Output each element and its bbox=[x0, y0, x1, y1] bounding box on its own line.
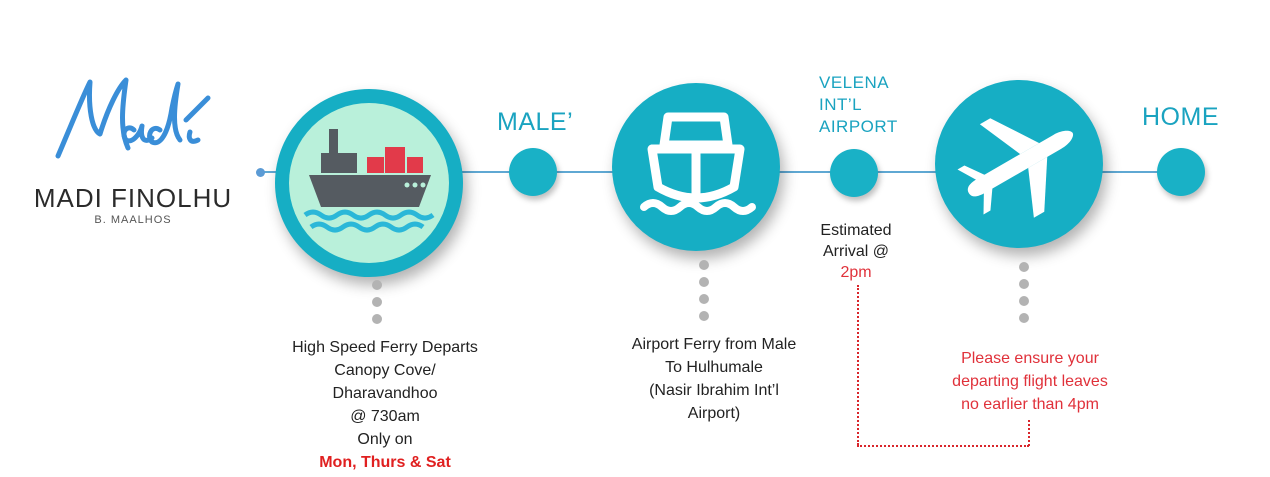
velena-label-line1: VELENA bbox=[819, 73, 890, 92]
airport-ferry-desc-line2: To Hulhumale bbox=[665, 359, 763, 376]
flight-desc-line3: no earlier than 4pm bbox=[961, 396, 1099, 413]
velena-label-line3: AIRPORT bbox=[819, 117, 898, 136]
airport-ferry-step-circle bbox=[612, 83, 780, 251]
male-stop-dot bbox=[509, 148, 557, 196]
ferry-step-circle bbox=[275, 89, 463, 277]
ferry-desc-days: Mon, Thurs & Sat bbox=[319, 454, 451, 471]
airport-ferry-step-description: Airport Ferry from Male To Hulhumale (Na… bbox=[594, 333, 834, 425]
ferry-step-inner bbox=[289, 103, 449, 263]
ferry-desc-line2: Canopy Cove/ bbox=[334, 362, 436, 379]
arrival-time: 2pm bbox=[840, 264, 872, 281]
logo-subtitle: B. MAALHOS bbox=[94, 214, 172, 226]
velena-airport-label: VELENA INT’L AIRPORT bbox=[819, 72, 898, 138]
flight-step-description: Please ensure your departing flight leav… bbox=[915, 347, 1145, 416]
arrival-desc-line2: Arrival @ bbox=[822, 243, 890, 260]
arrival-to-flight-connector-vertical bbox=[857, 285, 859, 445]
velena-airport-dot bbox=[830, 149, 878, 197]
flight-connector-riser bbox=[1028, 420, 1030, 446]
boat-front-icon bbox=[640, 112, 756, 215]
ferry-desc-line3: Dharavandhoo bbox=[332, 385, 438, 402]
ferry-desc-line4: @ 730am bbox=[350, 408, 420, 425]
arrival-description: Estimated Arrival @ 2pm bbox=[800, 220, 912, 283]
flight-desc-line2: departing flight leaves bbox=[952, 373, 1108, 390]
airport-ferry-desc-line1: Airport Ferry from Male bbox=[631, 336, 797, 353]
home-stop-dot bbox=[1157, 148, 1205, 196]
cargo-ship-icon bbox=[303, 129, 435, 233]
ferry-connector-dots bbox=[372, 280, 382, 331]
male-stop-label: MALE’ bbox=[497, 108, 574, 136]
flight-desc-line1: Please ensure your bbox=[961, 350, 1099, 367]
ferry-step-description: High Speed Ferry Departs Canopy Cove/ Dh… bbox=[260, 336, 510, 474]
arrival-to-flight-connector-horizontal bbox=[857, 445, 1029, 447]
flight-step-circle bbox=[935, 80, 1103, 248]
madi-script-logo bbox=[55, 77, 211, 159]
home-stop-label: HOME bbox=[1142, 103, 1219, 131]
airport-ferry-desc-line3: (Nasir Ibrahim Int’l bbox=[649, 382, 779, 399]
airport-ferry-desc-line4: Airport) bbox=[687, 405, 741, 422]
timeline-start-dot bbox=[256, 168, 265, 177]
ferry-desc-line1: High Speed Ferry Departs bbox=[292, 339, 478, 356]
flight-connector-dots bbox=[1019, 262, 1029, 330]
arrival-desc-line1: Estimated bbox=[820, 222, 892, 239]
logo-name: MADI FINOLHU bbox=[33, 183, 233, 213]
airplane-icon bbox=[957, 118, 1074, 218]
ferry-desc-line5: Only on bbox=[357, 431, 413, 448]
velena-label-line2: INT’L bbox=[819, 95, 863, 114]
airport-ferry-connector-dots bbox=[699, 260, 709, 328]
